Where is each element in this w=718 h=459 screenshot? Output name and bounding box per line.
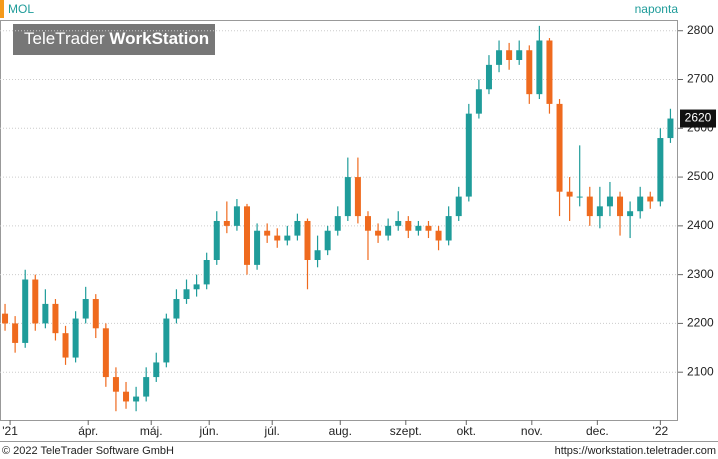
y-tick-label: 2700 — [687, 72, 714, 86]
candle-body — [354, 177, 361, 217]
watermark: TeleTrader WorkStation — [24, 29, 209, 48]
x-tick-label: nov. — [521, 424, 543, 438]
symbol-marker — [0, 0, 4, 18]
candle-body — [2, 313, 9, 324]
candle-body — [112, 377, 119, 392]
candle-body — [254, 230, 261, 265]
candle-body — [284, 235, 291, 241]
x-tick-label: szept. — [390, 424, 422, 438]
y-tick-label: 2500 — [687, 169, 714, 183]
copyright: © 2022 TeleTrader Software GmbH — [2, 445, 174, 457]
candle-body — [324, 230, 331, 251]
candle-body — [244, 206, 251, 265]
candle-body — [385, 225, 392, 236]
candle-body — [133, 396, 140, 402]
x-tick-label: aug. — [329, 424, 352, 438]
candle-body — [657, 138, 664, 202]
candle-body — [102, 328, 109, 378]
candle-body — [334, 216, 341, 231]
candle-body — [52, 303, 59, 334]
candle-body — [82, 299, 89, 319]
candle-body — [274, 235, 281, 241]
candle-body — [12, 323, 19, 343]
candle-body — [123, 391, 130, 402]
candle-body — [586, 196, 593, 217]
chart-title: MOL — [8, 2, 34, 16]
candle-body — [213, 220, 220, 260]
candle-body — [637, 196, 644, 212]
candle-body — [264, 230, 271, 236]
y-tick-label: 2400 — [687, 218, 714, 232]
candle-body — [92, 299, 99, 329]
y-tick-label: 2800 — [687, 23, 714, 37]
candle-body — [536, 40, 543, 95]
candle-body — [173, 299, 180, 319]
watermark-product: WorkStation — [109, 29, 209, 48]
candle-body — [223, 220, 230, 226]
candle-body — [405, 220, 412, 231]
candle-body — [496, 50, 503, 65]
candle-body — [485, 64, 492, 90]
candle-body — [22, 279, 29, 343]
candle-body — [435, 230, 442, 241]
x-tick-label: ápr. — [78, 424, 98, 438]
x-tick-label: '21 — [2, 424, 18, 438]
candle-body — [203, 260, 210, 285]
x-tick-label: okt. — [457, 424, 476, 438]
candle-body — [193, 284, 200, 290]
candle-body — [576, 196, 583, 198]
plot-frame — [0, 20, 678, 421]
candle-body — [526, 50, 533, 95]
interval-label: naponta — [635, 2, 679, 16]
candle-body — [556, 103, 563, 192]
candle-body — [294, 220, 301, 236]
candle-body — [62, 333, 69, 358]
candle-body — [183, 289, 190, 300]
candle-body — [627, 211, 634, 217]
candle-body — [546, 40, 553, 104]
candle-body — [153, 362, 160, 378]
candle-body — [425, 225, 432, 231]
candle-body — [364, 216, 371, 231]
x-tick-label: dec. — [586, 424, 609, 438]
candle-body — [516, 50, 523, 60]
candle-body — [465, 113, 472, 197]
footer-url: https://workstation.teletrader.com — [555, 445, 716, 457]
last-price-box — [680, 109, 716, 128]
x-tick-label: máj. — [140, 424, 163, 438]
candle-body — [455, 196, 462, 217]
watermark-brand: TeleTrader — [24, 29, 105, 48]
candle-body — [566, 191, 573, 197]
candle-body — [375, 230, 382, 236]
y-tick-label: 2100 — [687, 364, 714, 378]
candle-body — [475, 89, 482, 114]
x-tick-label: júl. — [264, 424, 280, 438]
candle-body — [72, 318, 79, 358]
x-tick-label: '22 — [653, 424, 669, 438]
candle-body — [415, 225, 422, 231]
candle-body — [42, 303, 49, 324]
candle-body — [647, 196, 654, 202]
candle-body — [506, 50, 513, 60]
candle-body — [667, 118, 674, 139]
candle-body — [304, 220, 311, 260]
candle-body — [314, 250, 321, 260]
candle-body — [32, 279, 39, 324]
y-tick-label: 2200 — [687, 316, 714, 330]
watermark-box — [13, 24, 215, 55]
candle-body — [163, 318, 170, 363]
candle-body — [344, 177, 351, 217]
last-price-label: 2620 — [685, 111, 712, 125]
candle-body — [596, 206, 603, 217]
candle-body — [233, 206, 240, 226]
candle-body — [617, 196, 624, 217]
x-tick-label: jún. — [199, 424, 219, 438]
y-tick-label: 2300 — [687, 267, 714, 281]
candle-body — [606, 196, 613, 207]
candle-body — [395, 220, 402, 226]
candle-body — [143, 377, 150, 397]
candle-body — [445, 216, 452, 241]
